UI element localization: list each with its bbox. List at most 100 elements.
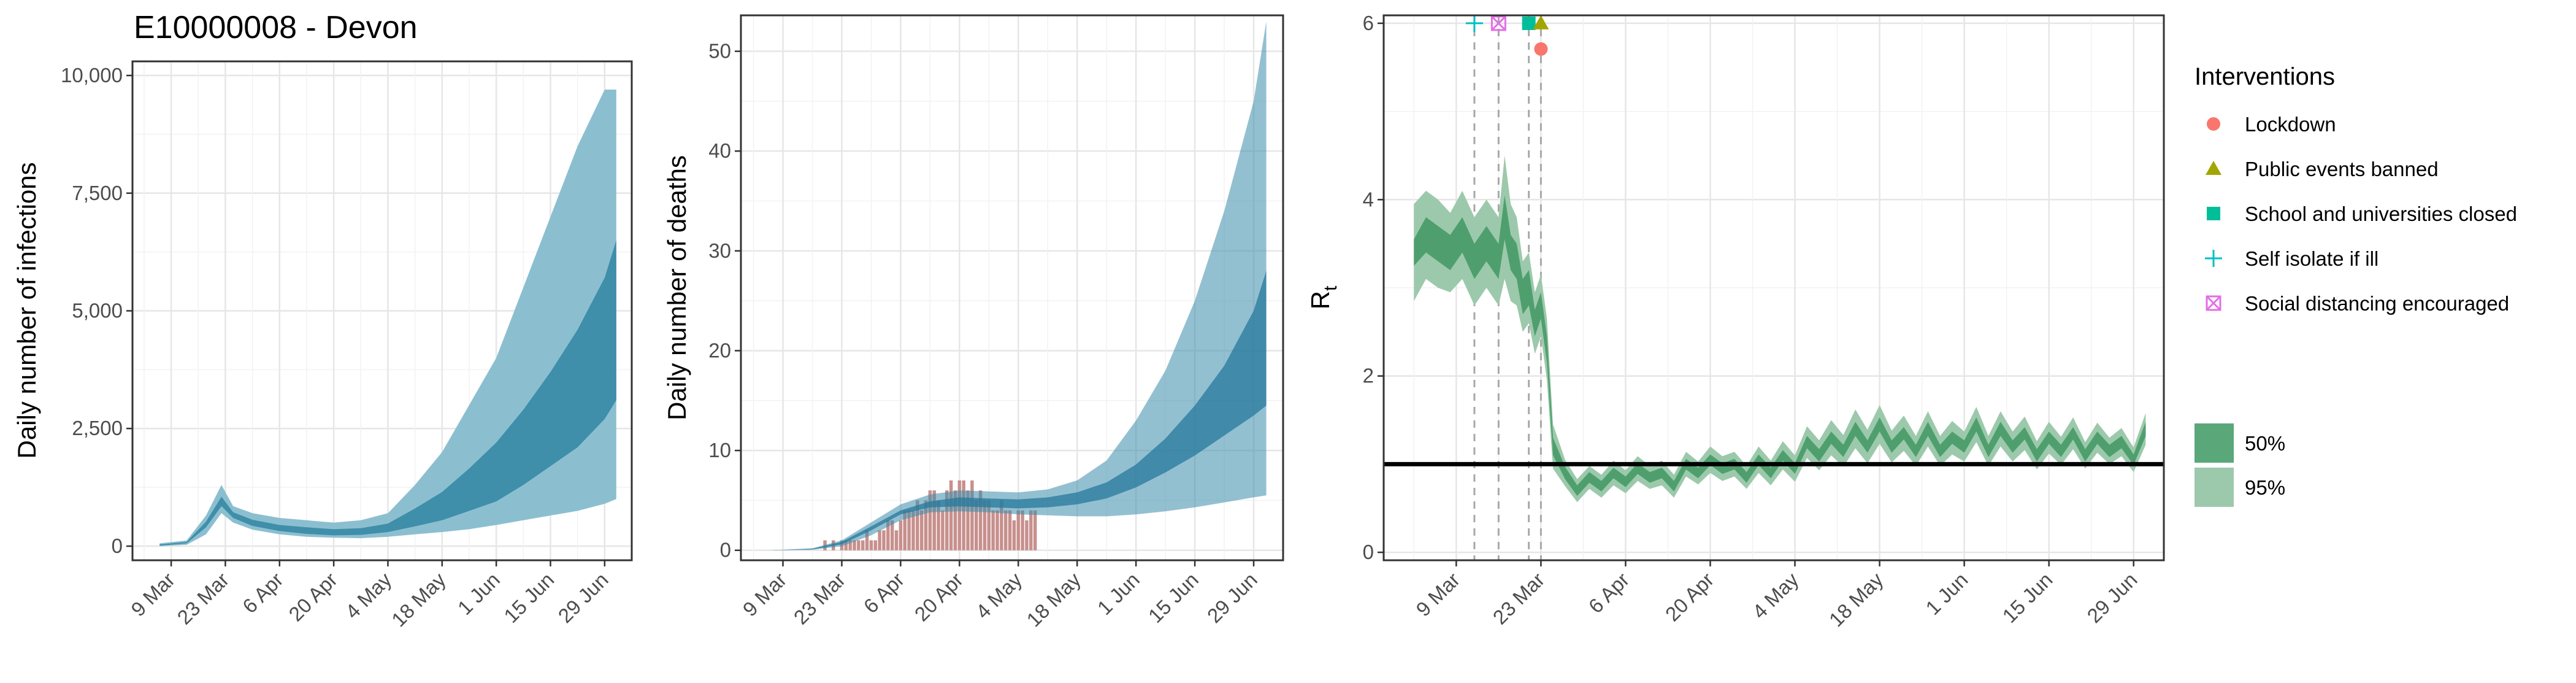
death-bar <box>894 530 899 550</box>
x-tick-label: 9 Mar <box>1411 568 1464 621</box>
legend-band-label: 50% <box>2245 432 2285 455</box>
legend-item-label: Public events banned <box>2245 158 2439 180</box>
infections-grid <box>132 61 632 560</box>
death-bar <box>869 540 873 550</box>
rt-y-axis-title: Rt <box>1306 285 1341 309</box>
death-bar <box>907 510 911 550</box>
death-bar <box>899 520 903 550</box>
deaths-bars <box>823 480 1037 550</box>
death-bar <box>1003 510 1008 550</box>
death-bar <box>1025 520 1029 550</box>
death-bar <box>932 490 936 550</box>
death-bar <box>1029 510 1033 550</box>
death-bar <box>978 490 983 550</box>
death-bar <box>853 540 856 550</box>
death-bar <box>903 510 907 550</box>
death-bar <box>865 530 869 550</box>
x-tick-label: 4 May <box>1748 568 1803 623</box>
box-x-outline <box>1490 15 1506 31</box>
death-bar <box>882 530 886 550</box>
death-bar <box>1012 520 1016 550</box>
rt-plot-border <box>1382 14 2165 561</box>
death-bar <box>945 490 949 550</box>
plus-marker <box>1465 14 1483 32</box>
death-bar <box>873 540 878 550</box>
legend-item-label: Social distancing encouraged <box>2245 292 2509 315</box>
death-bar <box>924 500 928 550</box>
plus-marker <box>2205 250 2222 267</box>
x-tick-label: 18 May <box>1825 568 1888 631</box>
death-bar <box>1000 500 1003 550</box>
x-tick-label: 23 Mar <box>173 568 234 629</box>
death-bar <box>857 540 861 550</box>
y-tick-label: 2,500 <box>72 417 123 439</box>
deaths-bands <box>770 21 1267 550</box>
y-tick-label: 2 <box>1363 365 1374 387</box>
legend-band-label: 95% <box>2245 476 2285 499</box>
rt-y-ticks: 0 2 4 6 <box>1363 12 1384 563</box>
death-bar <box>919 510 924 550</box>
x-tick-label: 1 Jun <box>453 568 504 619</box>
death-bar <box>890 520 894 550</box>
death-bar <box>928 490 932 550</box>
x-tick-label: 9 Mar <box>126 568 179 621</box>
x-tick-label: 15 Jun <box>1998 568 2057 627</box>
x-tick-label: 6 Apr <box>1584 568 1634 618</box>
x-tick-label: 23 Mar <box>1489 568 1549 629</box>
death-bar <box>983 500 987 550</box>
death-bar <box>975 500 978 550</box>
infections-95-band <box>159 90 616 546</box>
death-bar <box>941 510 945 550</box>
rt-x-ticks: 9 Mar 23 Mar 6 Apr 20 Apr 4 May 18 May 1 Jun 15… <box>1411 560 2142 631</box>
y-tick-label: 5,000 <box>72 299 123 322</box>
chart-title: E10000008 - Devon <box>134 10 418 45</box>
x-tick-label: 23 Mar <box>789 568 850 629</box>
box-x-outline <box>2206 295 2221 311</box>
deaths-y-ticks: 0 10 20 30 40 50 <box>708 40 741 561</box>
x-tick-label: 18 May <box>1022 568 1085 631</box>
legend-item-label: School and universities closed <box>2245 203 2517 225</box>
deaths-95-band <box>770 21 1267 550</box>
y-tick-label: 10 <box>708 439 731 461</box>
box-x-stroke <box>1491 15 1506 31</box>
legend-bands: 50% 95% <box>2195 423 2285 507</box>
x-tick-label: 18 May <box>387 568 450 631</box>
y-tick-label: 0 <box>1363 541 1374 563</box>
box-x-marker <box>2206 295 2221 311</box>
y-tick-label: 20 <box>708 339 731 361</box>
box-x-marker <box>1490 15 1506 31</box>
x-tick-label: 4 May <box>972 568 1027 623</box>
y-tick-label: 7,500 <box>72 182 123 204</box>
x-tick-label: 15 Jun <box>1144 568 1203 627</box>
x-tick-label: 1 Jun <box>1921 568 1972 619</box>
legend: Interventions Lockdown Public events bann… <box>2195 63 2517 507</box>
death-bar <box>886 520 890 550</box>
rt-panel: 0 2 4 6 9 Mar 23 Mar 6 Apr 20 Apr 4 May 18 May 1 … <box>1306 12 2165 631</box>
y-tick-label: 40 <box>708 139 731 162</box>
deaths-y-axis-title: Daily number of deaths <box>662 155 691 420</box>
death-bar <box>1021 510 1024 550</box>
box-x-stroke <box>2206 295 2221 311</box>
death-bar <box>1008 510 1012 550</box>
death-bar <box>844 540 848 550</box>
death-bar <box>987 500 991 550</box>
death-bar <box>861 540 865 550</box>
y-tick-label: 10,000 <box>61 64 123 87</box>
legend-items: Lockdown Public events banned School and u… <box>2205 113 2517 315</box>
legend-band-swatch <box>2195 468 2234 507</box>
y-tick-label: 50 <box>708 40 731 63</box>
triangle-marker <box>1533 15 1549 29</box>
square-marker <box>1522 16 1536 30</box>
circle-marker <box>1534 42 1548 56</box>
death-bar <box>1016 510 1021 550</box>
death-bar <box>937 500 940 550</box>
death-bar <box>878 530 881 550</box>
death-bar <box>916 500 919 550</box>
x-tick-label: 20 Apr <box>1661 568 1719 626</box>
circle-marker <box>2207 117 2220 131</box>
death-bar <box>953 490 957 550</box>
infections-50-band <box>159 240 616 546</box>
